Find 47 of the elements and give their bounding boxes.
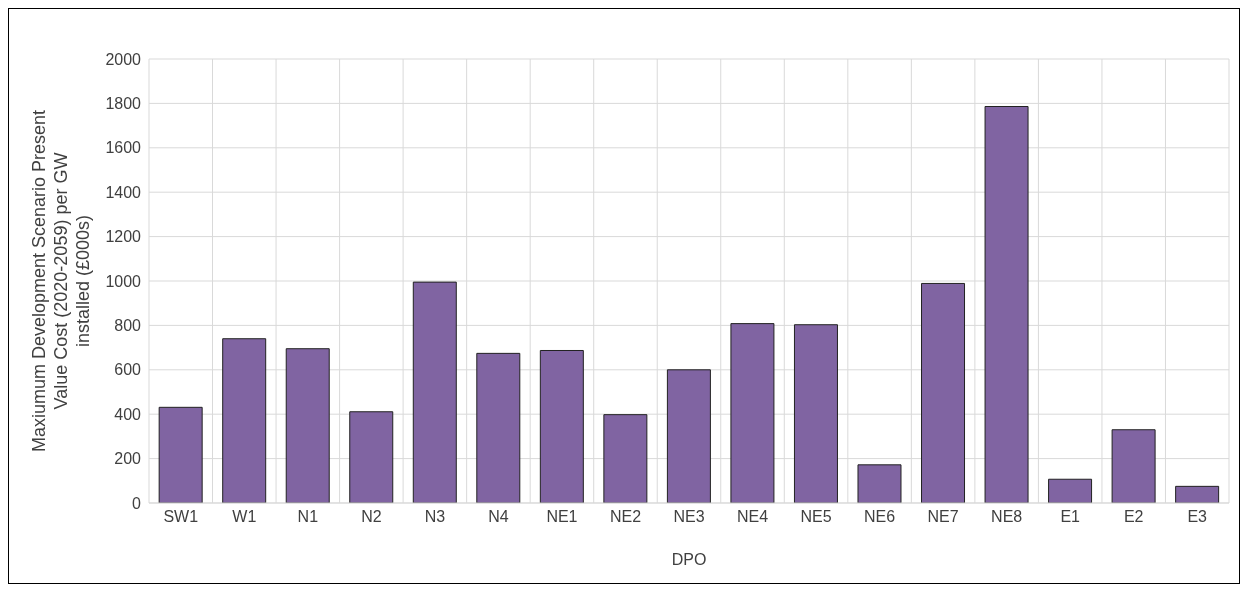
x-tick-label: E2 bbox=[1123, 508, 1144, 526]
x-tick-label: N1 bbox=[297, 508, 319, 526]
y-tick-label: 1800 bbox=[105, 95, 142, 113]
y-tick-label: 200 bbox=[114, 450, 142, 468]
x-tick-label: NE1 bbox=[546, 508, 578, 526]
bar bbox=[666, 369, 711, 503]
y-tick-label: 0 bbox=[132, 494, 142, 512]
y-tick-label: 1400 bbox=[105, 183, 142, 201]
x-tick-label: NE8 bbox=[991, 508, 1023, 526]
bar bbox=[158, 406, 203, 503]
bar bbox=[476, 352, 521, 503]
x-tick-label: NE4 bbox=[736, 508, 769, 526]
y-tick-label: 2000 bbox=[105, 50, 142, 68]
bar bbox=[793, 324, 838, 503]
x-tick-label: NE6 bbox=[864, 508, 896, 526]
y-tick-label: 400 bbox=[114, 405, 142, 423]
x-axis-title: DPO bbox=[671, 551, 707, 568]
y-axis-title: Maxiumum Development Scenario Present Value Cost (2020-2059) per GW installed (£000s) bbox=[29, 109, 93, 453]
y-tick-label: 1200 bbox=[105, 228, 142, 246]
x-tick-label: E3 bbox=[1187, 508, 1208, 526]
bar bbox=[285, 348, 330, 503]
x-tick-label: N2 bbox=[361, 508, 382, 526]
y-tick-label: 600 bbox=[114, 361, 142, 379]
x-tick-label: NE7 bbox=[927, 508, 959, 526]
y-tick-label: 1600 bbox=[105, 139, 142, 157]
bar bbox=[412, 281, 457, 503]
bar bbox=[857, 464, 902, 503]
bar bbox=[1111, 429, 1156, 503]
bar bbox=[730, 323, 775, 503]
x-tick-label: SW1 bbox=[163, 508, 199, 526]
bar bbox=[603, 414, 648, 503]
x-tick-label: NE2 bbox=[609, 508, 642, 526]
bar bbox=[539, 349, 584, 503]
bar bbox=[984, 106, 1029, 503]
x-tick-label: NE5 bbox=[800, 508, 832, 526]
bar bbox=[1175, 485, 1220, 503]
y-tick-label: 1000 bbox=[105, 272, 142, 290]
x-tick-label: W1 bbox=[232, 508, 257, 526]
bar bbox=[921, 282, 966, 503]
y-tick-label: 800 bbox=[114, 317, 142, 335]
bar bbox=[349, 411, 394, 503]
x-tick-label: E1 bbox=[1060, 508, 1081, 526]
bar bbox=[222, 338, 267, 503]
x-tick-label: NE3 bbox=[673, 508, 705, 526]
x-tick-label: N3 bbox=[424, 508, 446, 526]
bar bbox=[1048, 478, 1093, 503]
x-tick-label: N4 bbox=[488, 508, 509, 526]
